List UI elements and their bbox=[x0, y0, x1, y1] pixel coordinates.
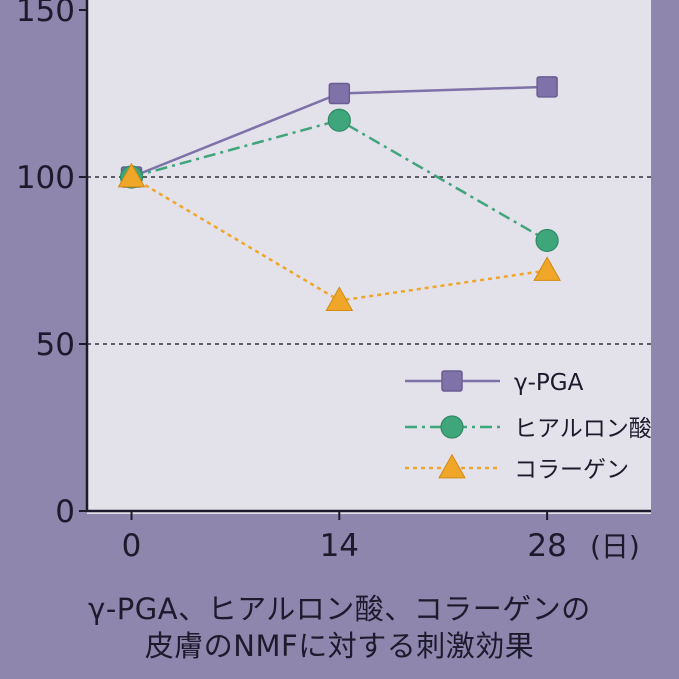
data-point bbox=[117, 162, 146, 188]
series-2 bbox=[117, 162, 561, 311]
series-line bbox=[131, 118, 548, 242]
x-axis-unit: (日) bbox=[590, 530, 640, 563]
legend-item: ヒアルロン酸 bbox=[405, 415, 652, 442]
legend-label: ヒアルロン酸 bbox=[514, 416, 652, 442]
legend-item: コラーゲン bbox=[405, 453, 629, 483]
chart-caption-line-2: 皮膚のNMFに対する刺激効果 bbox=[144, 629, 535, 663]
x-axis-ticks: 0 14 28 (日) bbox=[122, 511, 640, 564]
data-point bbox=[328, 82, 351, 105]
x-tick-label: 28 bbox=[527, 528, 566, 564]
x-tick-label: 0 bbox=[122, 528, 142, 564]
legend-label: コラーゲン bbox=[514, 457, 629, 483]
y-tick-label: 150 bbox=[16, 0, 75, 29]
data-point bbox=[327, 108, 351, 132]
axes bbox=[85, 0, 651, 513]
legend-label: γ-PGA bbox=[514, 370, 584, 396]
data-point bbox=[325, 286, 354, 311]
legend-marker bbox=[441, 370, 463, 392]
y-tick-label: 100 bbox=[16, 160, 75, 196]
data-point bbox=[533, 256, 561, 281]
y-axis-ticks: 0 50 100 150 bbox=[16, 0, 87, 530]
legend-item: γ-PGA bbox=[405, 370, 584, 396]
legend-marker bbox=[440, 415, 464, 439]
reference-lines bbox=[87, 176, 651, 345]
data-point bbox=[536, 76, 558, 98]
series-layer bbox=[117, 76, 561, 311]
x-tick-label: 14 bbox=[320, 528, 359, 564]
y-tick-label: 0 bbox=[55, 494, 75, 530]
chart-caption-line-1: γ-PGA、ヒアルロン酸、コラーゲンの bbox=[88, 592, 591, 626]
y-tick-label: 50 bbox=[36, 327, 75, 363]
legend-marker bbox=[438, 453, 466, 479]
data-point bbox=[535, 228, 559, 253]
